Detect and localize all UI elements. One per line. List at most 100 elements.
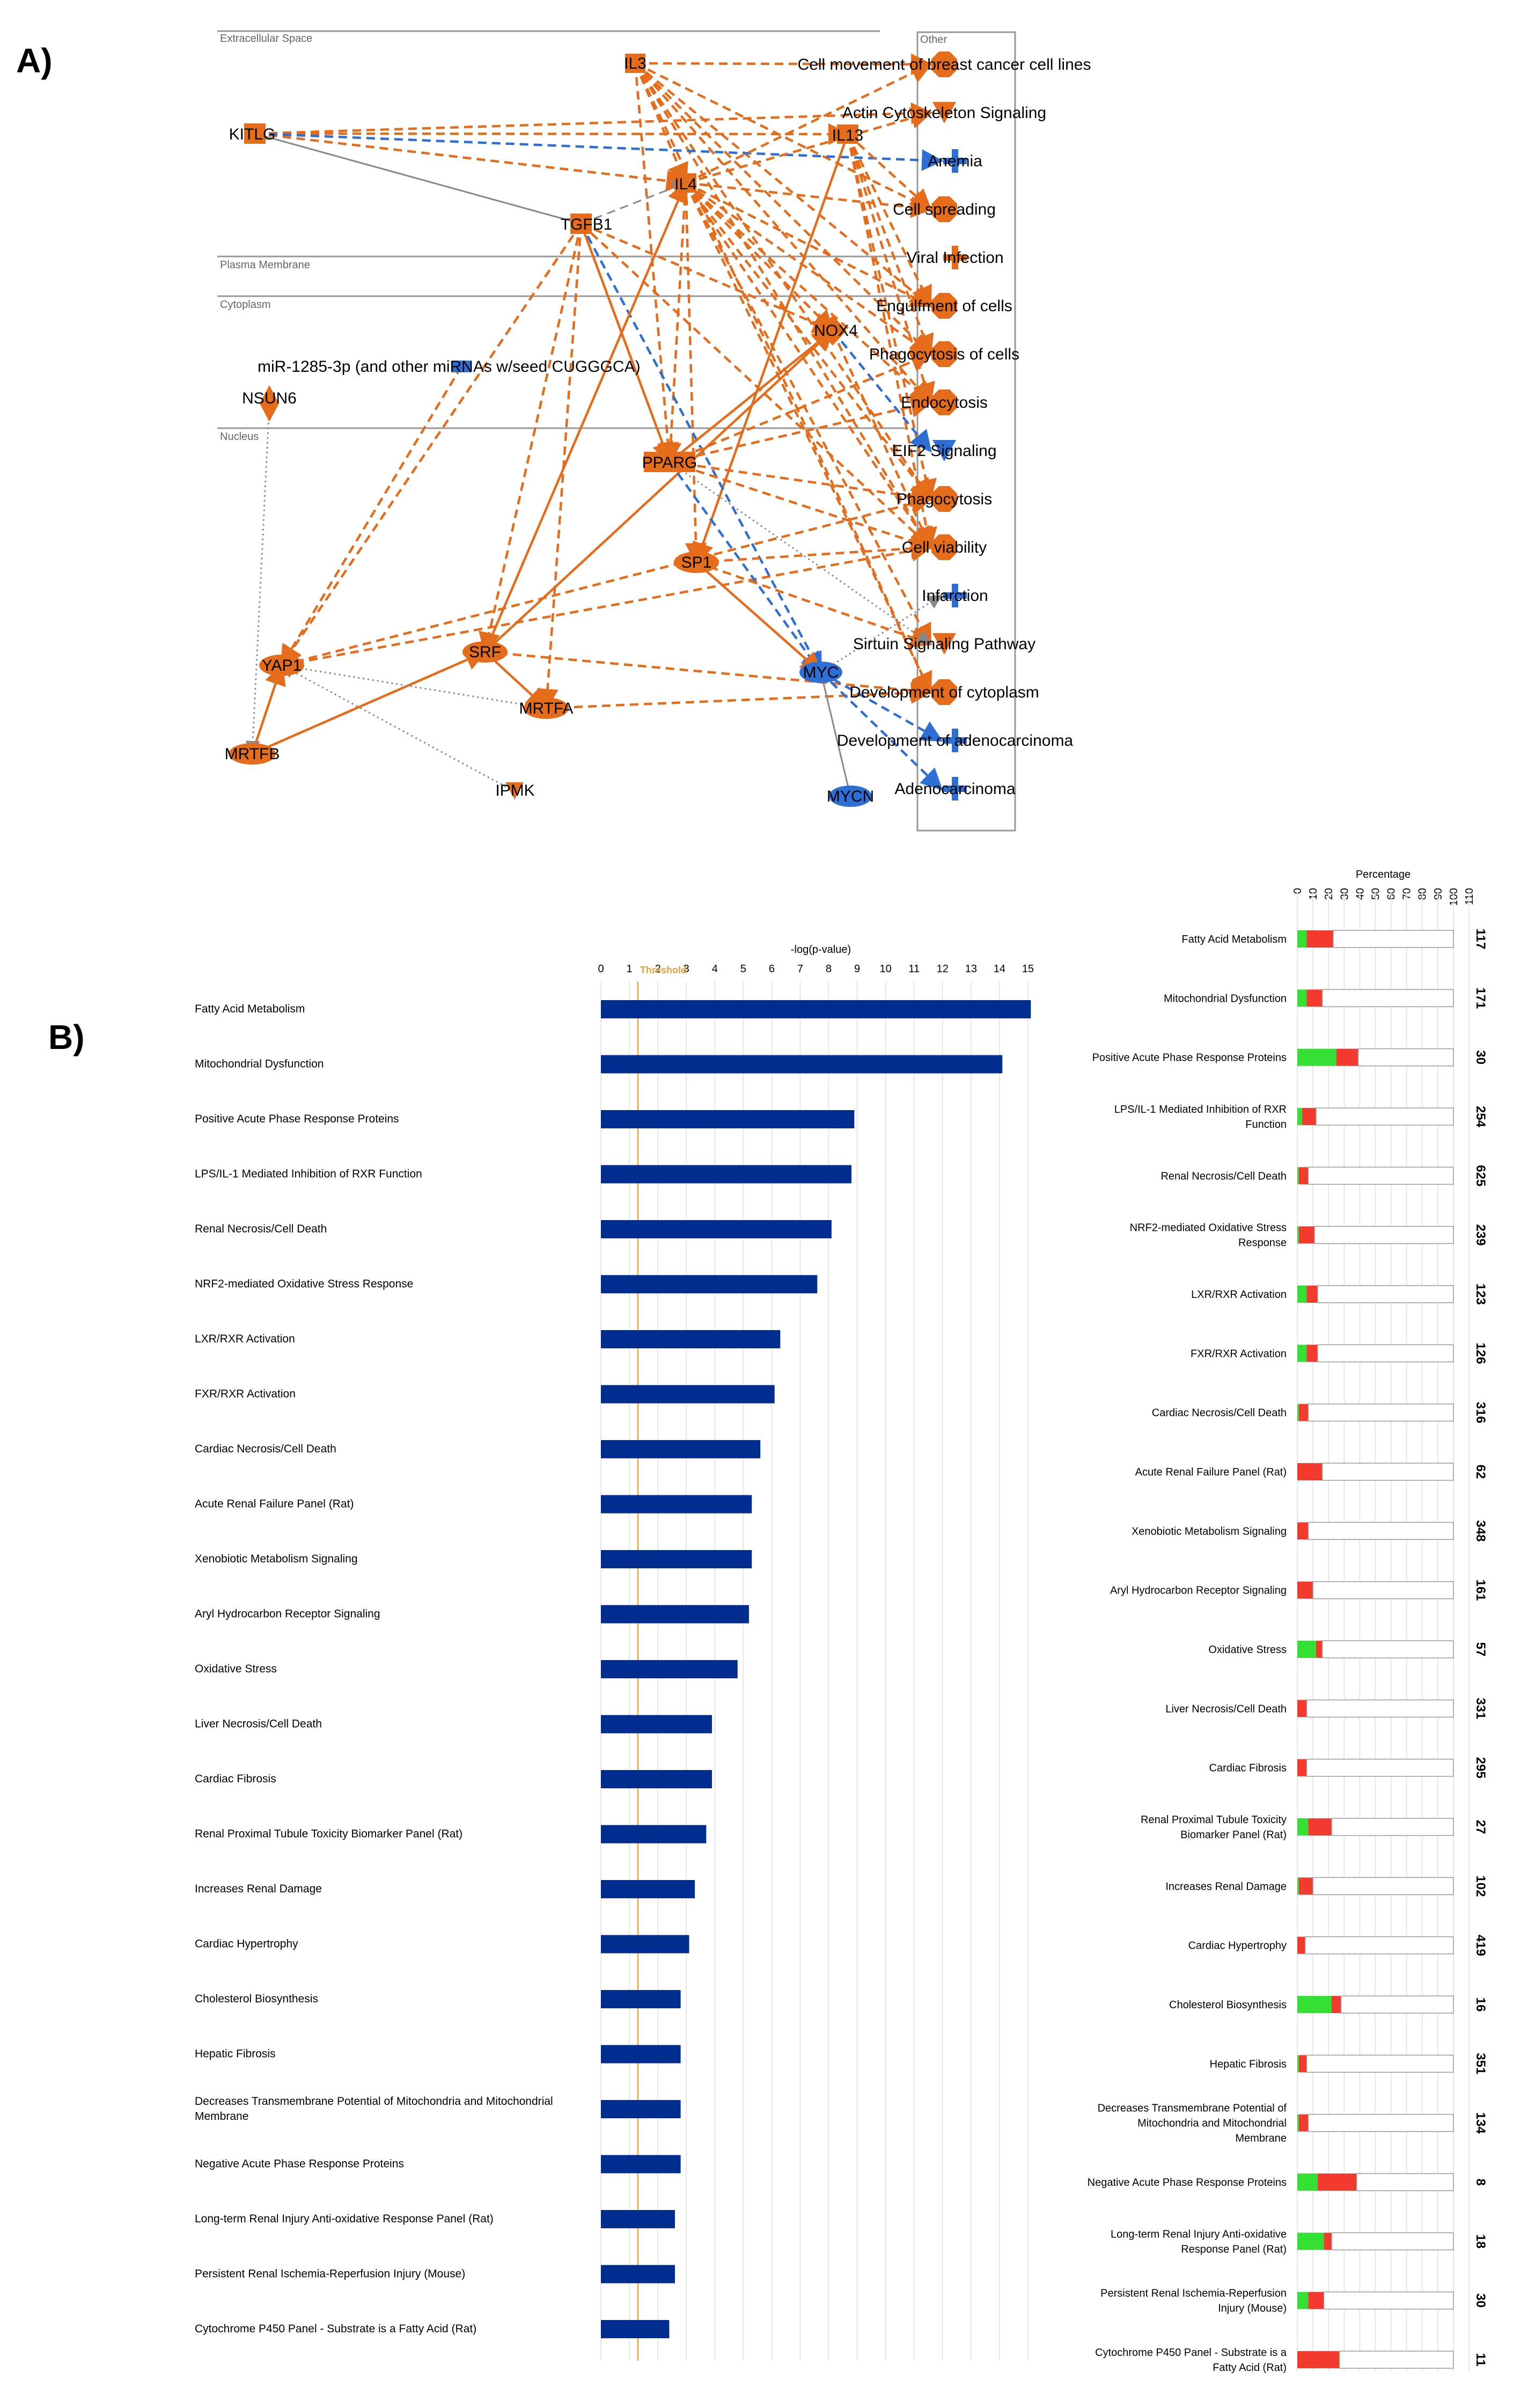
network-diagram: Extracellular Space Plasma Membrane Cyto… (217, 30, 1091, 832)
network-edge (669, 396, 933, 464)
percentage-segment (1297, 1108, 1302, 1125)
percentage-segment (1297, 2174, 1318, 2191)
percentage-segment (1297, 930, 1307, 948)
x-tick-label: 10 (880, 963, 892, 975)
function-node: Cell viability (902, 534, 987, 560)
category-label: Cardiac Hypertrophy (1188, 1940, 1287, 1952)
function-label: Cell viability (902, 539, 987, 556)
percentage-segment (1308, 2113, 1454, 2132)
percentage-segment (1306, 2054, 1454, 2073)
percentage-segment (1297, 1936, 1305, 1954)
network-edge (254, 102, 933, 135)
category-label: FXR/RXR Activation (1191, 1348, 1287, 1360)
percentage-segment (1297, 1581, 1313, 1599)
function-label: Actin Cytoskeleton Signaling (842, 104, 1046, 122)
function-node: Viral Infection (906, 246, 1004, 269)
function-label: Endocytosis (901, 394, 988, 412)
category-label: Cytochrome P450 Panel - Substrate is a F… (195, 2323, 476, 2335)
percentage-segment (1297, 1167, 1299, 1185)
network-edge (820, 672, 851, 797)
percentage-segment (1312, 1877, 1454, 1896)
category-label: Fatty Acid Metabolism (1181, 934, 1287, 945)
percentage-segment (1297, 1048, 1336, 1066)
percentage-segment (1298, 1877, 1313, 1895)
category-label: Long-term Renal Injury Anti-oxidative Re… (195, 2213, 494, 2225)
category-label: LXR/RXR Activation (195, 1333, 295, 1345)
percentage-row: Decreases Transmembrane Potential of Mito… (1098, 2103, 1488, 2145)
pvalue-bar (601, 2210, 675, 2228)
percentage-row: Mitochondrial Dysfunction 171 (1164, 987, 1488, 1009)
category-label: Positive Acute Phase Response Proteins (1092, 1052, 1287, 1064)
region-plasma-membrane: Plasma Membrane (220, 259, 310, 271)
percentage-segment (1321, 989, 1454, 1008)
network-edge (251, 663, 286, 754)
percentage-segment (1340, 1995, 1454, 2014)
node-IL4: IL4 (674, 173, 697, 193)
node-MYCN: MYCN (827, 785, 874, 807)
pvalue-chart: -log(p-value) 0 1 2 3 4 5 6 7 8 9 10 11 12 13 14 15 Thr… (195, 944, 1034, 2361)
total-count: 351 (1473, 2053, 1488, 2074)
percentage-segment (1306, 1758, 1454, 1777)
function-node: Engulfment of cells (876, 293, 1012, 319)
network-edge (546, 682, 933, 710)
function-label: Viral Infection (906, 249, 1003, 267)
category-label: Persistent Renal Ischemia-Reperfusion (1100, 2288, 1287, 2300)
percentage-row: FXR/RXR Activation 126 (1191, 1342, 1488, 1364)
total-count: 126 (1473, 1342, 1488, 1364)
percentage-segment (1336, 1048, 1358, 1066)
network-edge (696, 538, 933, 564)
category-label: Oxidative Stress (1208, 1644, 1287, 1656)
category-label: Renal Necrosis/Cell Death (1161, 1170, 1287, 1182)
category-label: Positive Acute Phase Response Proteins (195, 1113, 399, 1125)
x-tick-label: 5 (740, 963, 746, 975)
pvalue-bar (601, 2265, 675, 2284)
function-label: Phagocytosis of cells (869, 346, 1019, 363)
x-tick-label: 6 (769, 963, 775, 975)
total-count: 419 (1473, 1935, 1488, 1956)
node-IL13: IL13 (832, 124, 863, 144)
pvalue-bars (601, 1000, 1031, 2338)
network-edge (685, 182, 932, 356)
percentage-segment (1306, 1345, 1318, 1362)
percentage-segment (1312, 1581, 1454, 1599)
category-label: Cholesterol Biosynthesis (1169, 1999, 1287, 2011)
function-node: Anemia (928, 149, 982, 173)
pvalue-bar (601, 1000, 1031, 1018)
percentage-row: Positive Acute Phase Response Proteins 30 (1092, 1048, 1488, 1067)
total-count: 62 (1473, 1465, 1488, 1479)
percentage-segment (1297, 2292, 1309, 2309)
svg-text:SP1: SP1 (681, 554, 712, 571)
pvalue-bar (601, 1495, 752, 1514)
total-count: 123 (1473, 1283, 1488, 1305)
percentage-row: LXR/RXR Activation 123 (1191, 1283, 1488, 1305)
pvalue-bar (601, 1220, 832, 1238)
category-label: Cardiac Necrosis/Cell Death (1152, 1407, 1287, 1419)
percentage-segment (1297, 2233, 1324, 2250)
total-count: 239 (1473, 1224, 1488, 1246)
category-label: Renal Necrosis/Cell Death (195, 1223, 327, 1235)
percentage-row: Cardiac Necrosis/Cell Death 316 (1152, 1402, 1488, 1423)
category-label: Mitochondrial Dysfunction (1164, 993, 1287, 1004)
percentage-segment (1298, 2114, 1309, 2132)
category-label: Cytochrome P450 Panel - Substrate is a (1095, 2347, 1287, 2359)
category-label: LPS/IL-1 Mediated Inhibition of RXR Func… (195, 1168, 422, 1180)
network-edge (280, 365, 462, 667)
pvalue-bar (601, 1275, 818, 1294)
x-tick-label: 11 (908, 963, 920, 975)
svg-text:MRTFB: MRTFB (225, 745, 280, 763)
percentage-segment (1297, 1345, 1307, 1362)
region-nucleus: Nucleus (220, 431, 259, 443)
percentage-segment (1297, 989, 1307, 1007)
network-edge (685, 63, 933, 185)
category-label: Aryl Hydrocarbon Receptor Signaling (195, 1608, 380, 1620)
total-count: 8 (1473, 2178, 1488, 2185)
percentage-rows: Fatty Acid Metabolism 117 Mitochondrial Dy… (1088, 929, 1488, 2374)
percentage-row: Aryl Hydrocarbon Receptor Signaling 161 (1110, 1580, 1488, 1601)
pvalue-ticks: 0 1 2 3 4 5 6 7 8 9 10 11 12 13 14 15 (598, 963, 1034, 975)
percentage-chart: Percentage 0102030405060708090100110 Fat… (1088, 869, 1488, 2374)
svg-text:MRTFA: MRTFA (519, 700, 573, 717)
function-label: Development of cytoplasm (849, 684, 1039, 701)
category-label: Negative Acute Phase Response Proteins (1088, 2177, 1287, 2189)
category-label: Response (1238, 1237, 1287, 1249)
network-edge (685, 182, 932, 646)
